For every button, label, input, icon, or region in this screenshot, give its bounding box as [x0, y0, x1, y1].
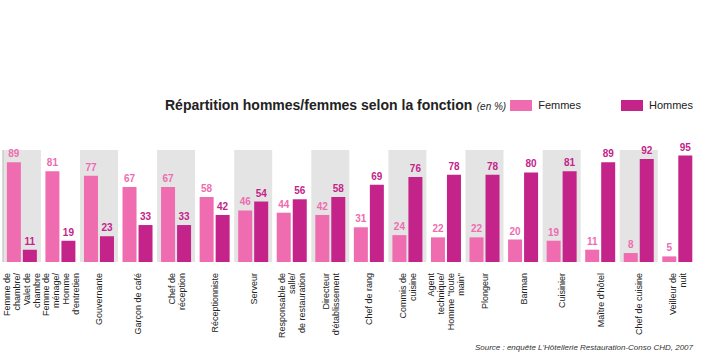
svg-text:Réceptionniste: Réceptionniste [210, 273, 220, 333]
svg-text:67: 67 [163, 173, 175, 184]
svg-text:Maître d'hôtel: Maître d'hôtel [596, 273, 606, 327]
svg-text:33: 33 [179, 211, 191, 222]
svg-text:81: 81 [47, 157, 59, 168]
svg-text:92: 92 [641, 145, 653, 156]
svg-text:89: 89 [603, 148, 615, 159]
svg-text:76: 76 [410, 163, 422, 174]
svg-text:54: 54 [256, 188, 268, 199]
svg-text:Chef de rang: Chef de rang [364, 273, 374, 325]
svg-text:78: 78 [487, 161, 499, 172]
svg-text:95: 95 [680, 142, 692, 153]
svg-text:Gouvernante: Gouvernante [94, 273, 104, 325]
svg-text:42: 42 [217, 201, 229, 212]
svg-text:31: 31 [355, 213, 367, 224]
svg-text:Chef deréception: Chef deréception [167, 273, 187, 310]
svg-text:89: 89 [8, 148, 20, 159]
svg-text:Chef de cuisine: Chef de cuisine [634, 273, 644, 335]
svg-text:46: 46 [240, 196, 252, 207]
svg-text:Veilleur denuit: Veilleur denuit [668, 273, 688, 316]
svg-text:77: 77 [85, 162, 97, 173]
svg-text:19: 19 [63, 227, 75, 238]
svg-text:Femme deménage/Hommed'entretie: Femme deménage/Hommed'entretien [41, 273, 81, 317]
svg-text:80: 80 [526, 158, 538, 169]
svg-text:Cuisinier: Cuisinier [557, 273, 567, 308]
svg-text:11: 11 [587, 236, 598, 247]
svg-text:67: 67 [124, 173, 136, 184]
svg-text:24: 24 [394, 221, 406, 232]
svg-text:19: 19 [548, 227, 560, 238]
svg-text:5: 5 [667, 242, 673, 253]
svg-text:22: 22 [432, 223, 444, 234]
svg-text:Plongeur: Plongeur [480, 273, 490, 309]
svg-text:44: 44 [278, 199, 290, 210]
svg-text:69: 69 [371, 171, 383, 182]
svg-text:Barman: Barman [519, 273, 529, 305]
svg-text:58: 58 [333, 183, 345, 194]
svg-text:56: 56 [294, 185, 306, 196]
svg-text:Serveur: Serveur [249, 273, 259, 305]
svg-text:33: 33 [140, 211, 152, 222]
svg-text:Commis decuisine: Commis decuisine [398, 273, 418, 319]
svg-text:Femme dechambre/Valet dechambr: Femme dechambre/Valet dechambre [8, 273, 42, 317]
svg-text:23: 23 [101, 222, 113, 233]
svg-text:11: 11 [25, 236, 36, 247]
svg-text:Responsable desalle/de restaur: Responsable desalle/de restauration [277, 273, 307, 339]
svg-text:78: 78 [448, 161, 460, 172]
svg-text:20: 20 [510, 226, 522, 237]
svg-text:42: 42 [317, 201, 329, 212]
svg-text:58: 58 [201, 183, 213, 194]
svg-text:8: 8 [628, 239, 634, 250]
svg-text:Garçon de café: Garçon de café [133, 273, 143, 335]
svg-text:81: 81 [564, 157, 576, 168]
svg-text:Agenttechnique/Homme "toutemai: Agenttechnique/Homme "toutemain" [426, 273, 466, 331]
svg-text:22: 22 [471, 223, 483, 234]
svg-text:Directeurd'établissement: Directeurd'établissement [321, 273, 341, 336]
